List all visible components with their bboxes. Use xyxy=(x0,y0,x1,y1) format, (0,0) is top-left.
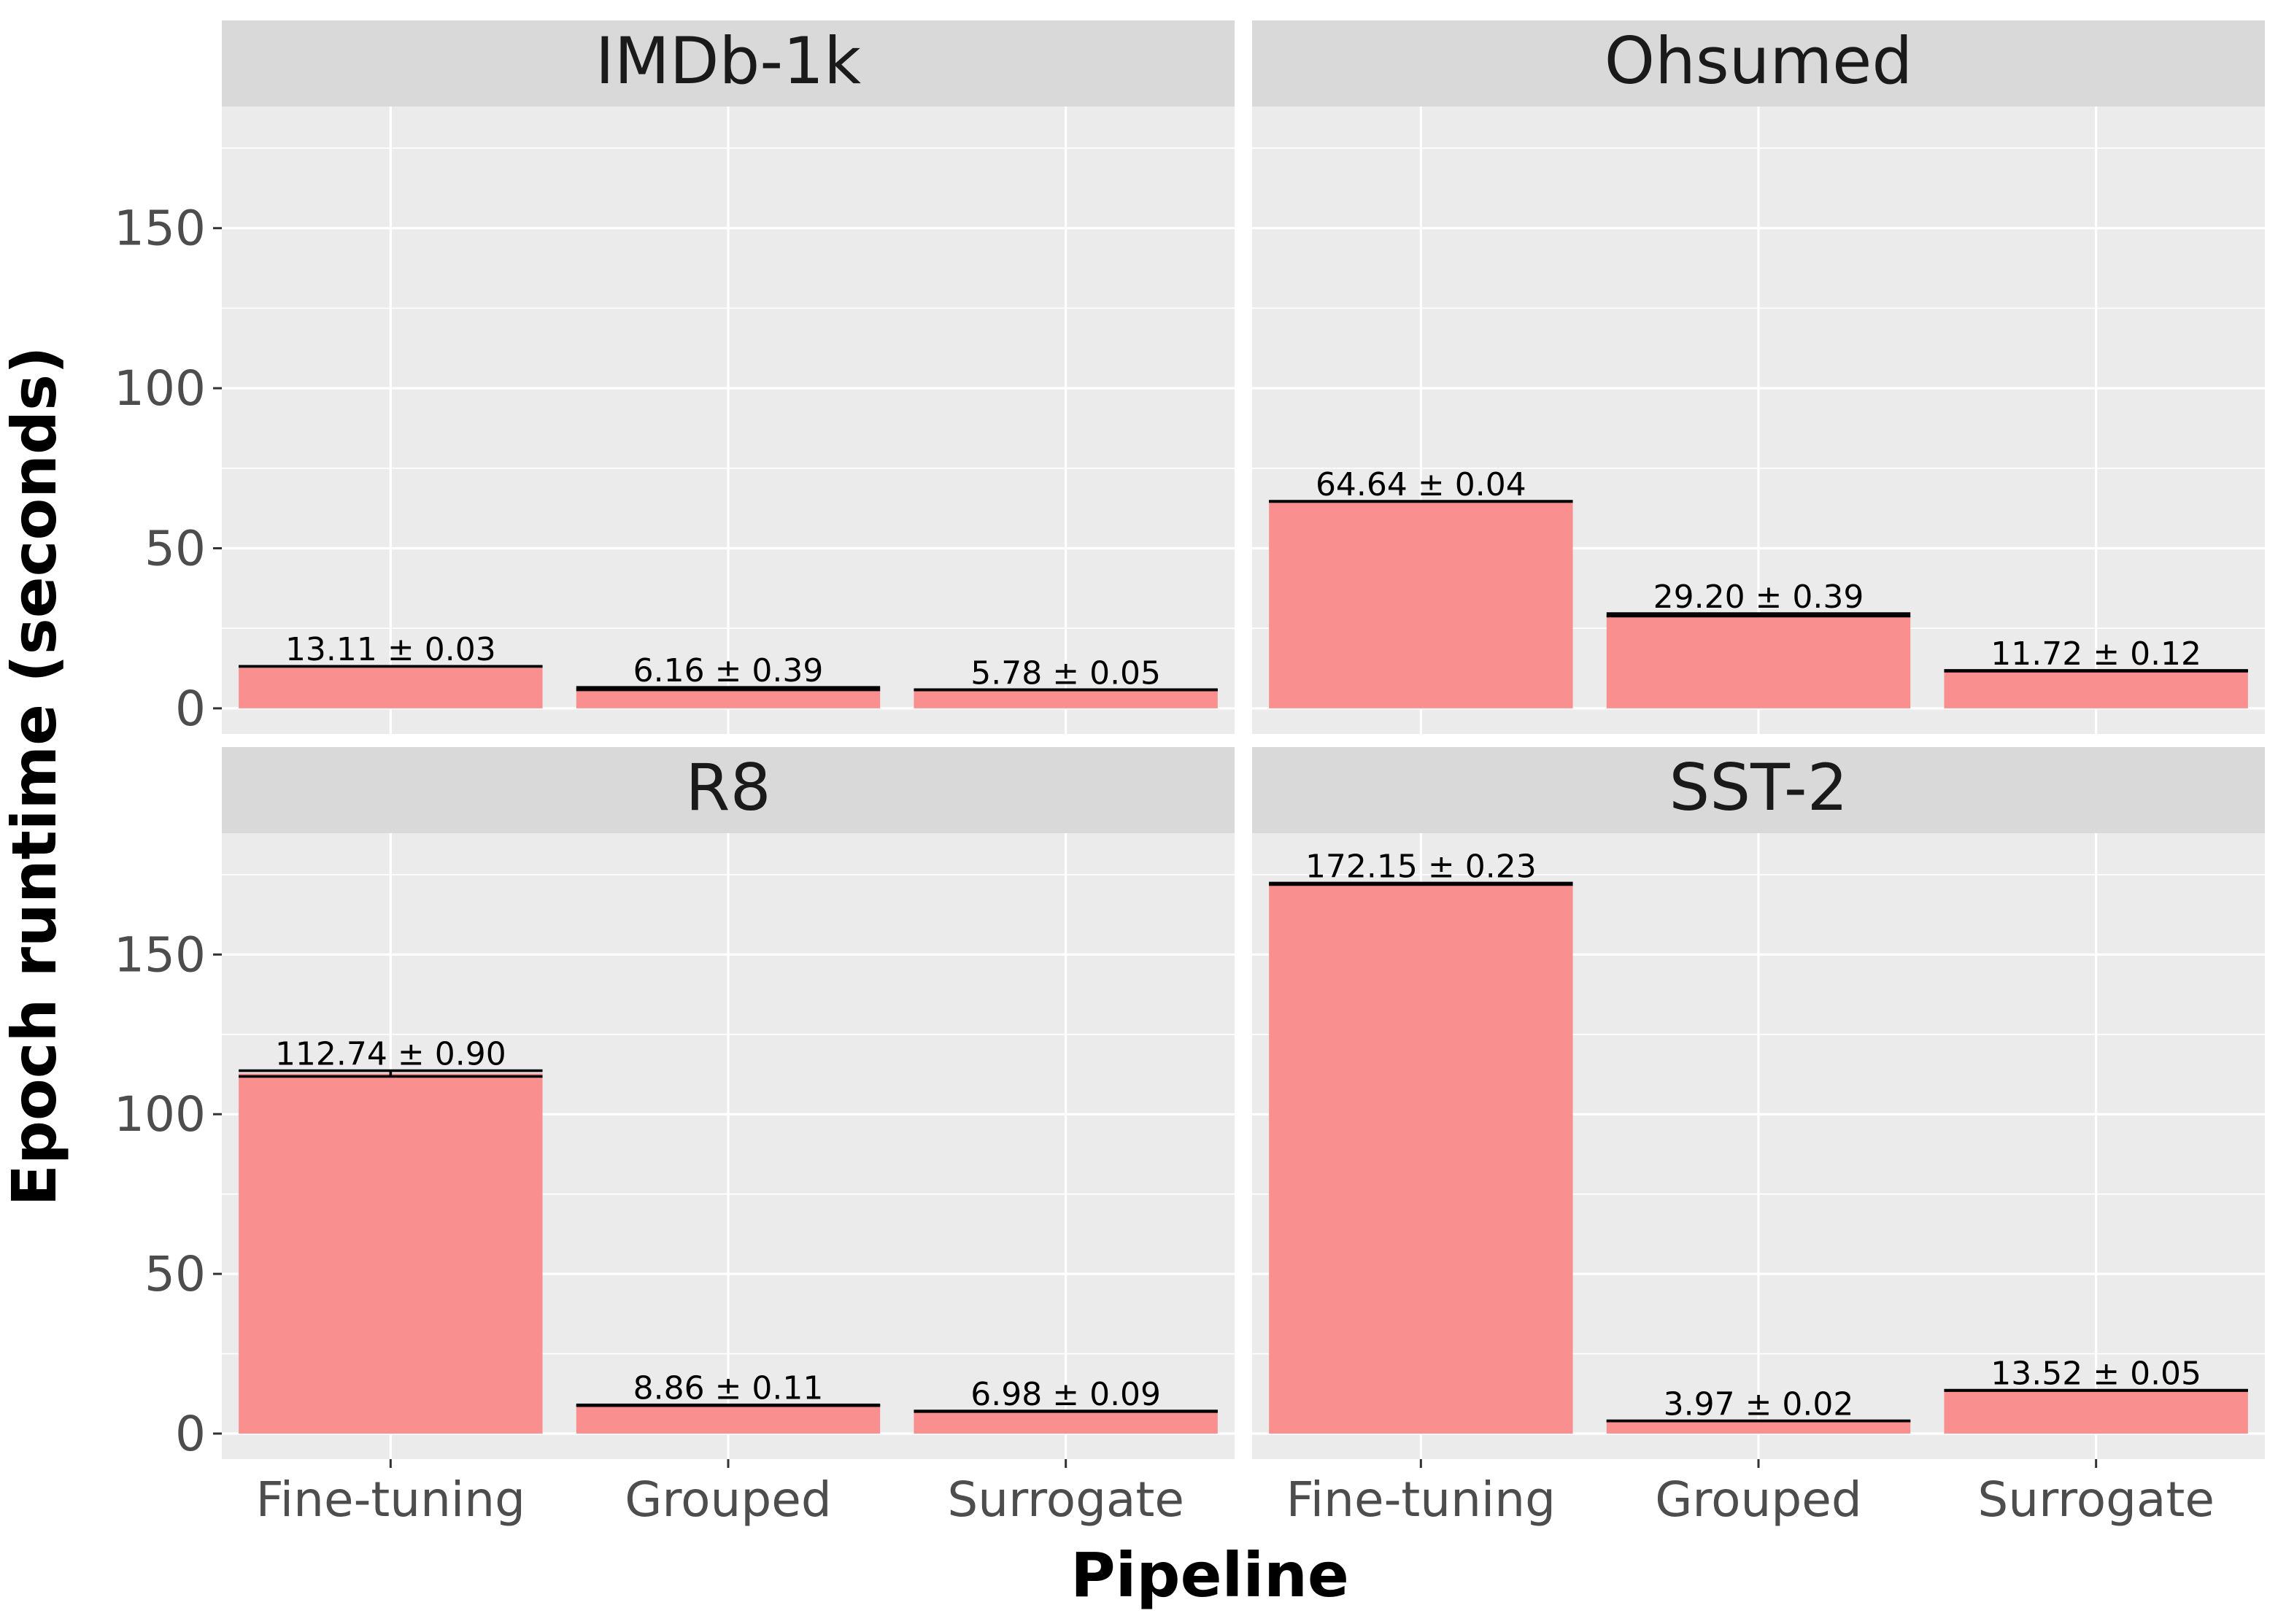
bar xyxy=(239,1073,543,1434)
data-label: 6.16 ± 0.39 xyxy=(633,652,824,689)
y-tick-label: 50 xyxy=(144,1246,206,1302)
facet-strip xyxy=(1252,20,2265,107)
facet-title: R8 xyxy=(685,750,771,825)
bar xyxy=(576,1405,881,1434)
y-axis-title: Epoch runtime (seconds) xyxy=(0,347,70,1207)
bar xyxy=(914,689,1218,708)
facet-title: IMDb-1k xyxy=(595,23,861,98)
data-label: 64.64 ± 0.04 xyxy=(1316,466,1526,503)
x-tick-label: Grouped xyxy=(625,1472,831,1528)
data-label: 13.52 ± 0.05 xyxy=(1991,1356,2201,1393)
facet-3: SST-2 172.15 ± 0.23 3.97 ± 0.02 13.52 ± 0.0… xyxy=(1252,747,2265,1528)
x-tick-label: Fine-tuning xyxy=(1286,1472,1556,1528)
bar xyxy=(1944,670,2248,708)
bar xyxy=(1269,501,1573,708)
facet-strip xyxy=(222,747,1235,833)
bar xyxy=(914,1411,1218,1434)
facet-1: Ohsumed 64.64 ± 0.04 29.20 ± 0.39 11.72 ± 0… xyxy=(1252,20,2265,734)
data-label: 6.98 ± 0.09 xyxy=(970,1376,1161,1413)
data-label: 8.86 ± 0.11 xyxy=(633,1370,824,1407)
bar xyxy=(1606,614,1911,708)
data-label: 112.74 ± 0.90 xyxy=(275,1036,506,1073)
bar xyxy=(1944,1390,2248,1434)
data-label: 13.11 ± 0.03 xyxy=(285,631,496,668)
data-label: 172.15 ± 0.23 xyxy=(1305,848,1537,885)
data-label: 11.72 ± 0.12 xyxy=(1991,635,2201,673)
facet-0: IMDb-1k 13.11 ± 0.03 6.16 ± 0.39 5.78 ± 0.0… xyxy=(114,20,1235,737)
bar xyxy=(1269,883,1573,1434)
y-tick-label: 150 xyxy=(114,201,206,257)
data-label: 29.20 ± 0.39 xyxy=(1653,579,1864,616)
bar xyxy=(239,666,543,708)
x-tick-label: Surrogate xyxy=(1977,1472,2215,1528)
facet-strip xyxy=(222,20,1235,107)
facet-strip xyxy=(1252,747,2265,833)
y-tick-label: 100 xyxy=(114,360,206,417)
bar xyxy=(576,688,881,708)
x-tick-label: Surrogate xyxy=(947,1472,1184,1528)
x-axis-title: Pipeline xyxy=(1070,1539,1349,1611)
y-tick-label: 100 xyxy=(114,1086,206,1142)
y-tick-label: 50 xyxy=(144,521,206,577)
x-tick-label: Grouped xyxy=(1655,1472,1861,1528)
facet-title: SST-2 xyxy=(1669,750,1848,825)
facet-panels: IMDb-1k 13.11 ± 0.03 6.16 ± 0.39 5.78 ± 0.0… xyxy=(114,20,2265,1528)
facet-2: R8 112.74 ± 0.90 8.86 ± 0.11 6.98 ± 0.09 0 50… xyxy=(114,747,1235,1528)
y-tick-label: 0 xyxy=(175,681,206,737)
y-tick-label: 0 xyxy=(175,1406,206,1462)
facet-title: Ohsumed xyxy=(1605,23,1912,98)
data-label: 3.97 ± 0.02 xyxy=(1664,1386,1854,1423)
y-tick-label: 150 xyxy=(114,927,206,983)
data-label: 5.78 ± 0.05 xyxy=(970,654,1161,692)
bar xyxy=(1606,1420,1911,1434)
x-tick-label: Fine-tuning xyxy=(256,1472,525,1528)
